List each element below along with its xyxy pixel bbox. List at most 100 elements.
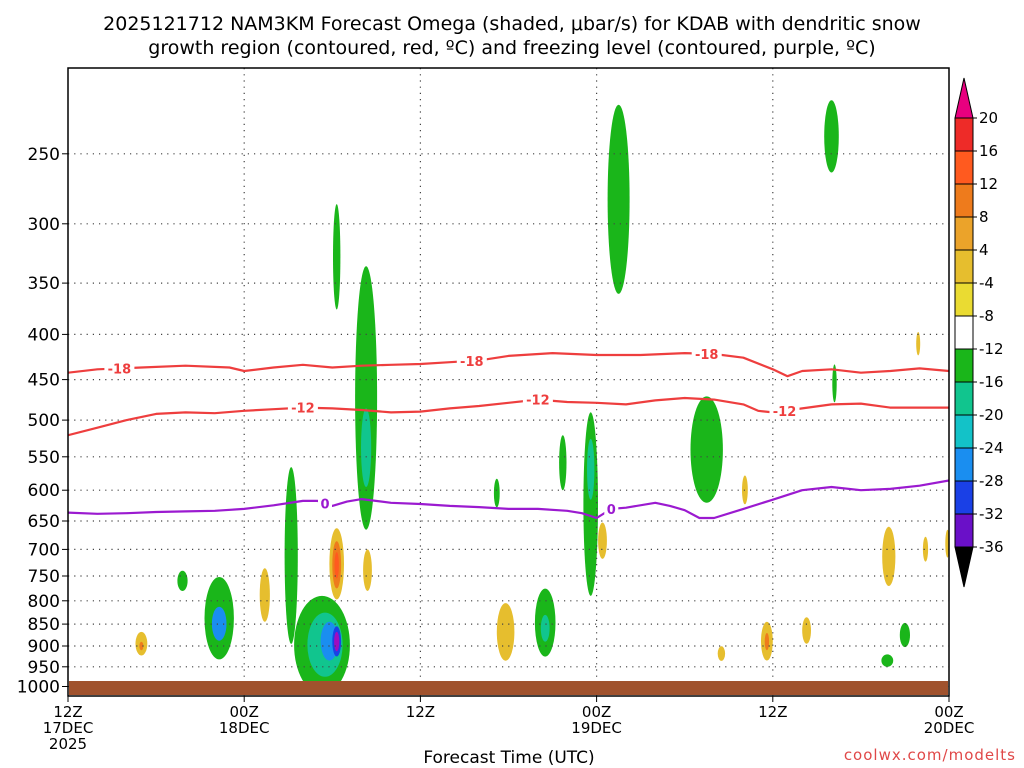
y-axis: 2503003504004505005506006507007508008509…	[17, 145, 68, 698]
colorbar-swatch	[954, 513, 974, 548]
y-tick-label: 1000	[17, 678, 60, 698]
y-tick-label: 750	[28, 567, 60, 587]
chart-title-line-2: growth region (contoured, red, ºC) and f…	[148, 37, 875, 59]
omega-region-8	[802, 617, 811, 644]
omega-region--8	[559, 435, 567, 491]
contour-label--18: -18	[108, 362, 132, 377]
y-tick-label: 300	[28, 215, 60, 235]
colorbar-label: -16	[979, 373, 1004, 391]
x-tick-label: 17DEC	[43, 719, 94, 737]
colorbar-label: -8	[979, 307, 994, 325]
omega-region--8	[824, 100, 839, 173]
x-tick-label: 19DEC	[571, 719, 622, 737]
colorbar-label: -4	[979, 274, 994, 292]
colorbar-label: 16	[979, 142, 998, 160]
temperature-contours: -18 -18 -18 -12 -12 -12 0 0	[68, 346, 949, 520]
x-tick-label: 18DEC	[219, 719, 270, 737]
omega-region--16	[211, 606, 227, 641]
colorbar-label: -12	[979, 340, 1004, 358]
omega-shading	[135, 100, 949, 695]
omega-region-16	[334, 552, 339, 579]
y-tick-label: 500	[28, 411, 60, 431]
y-tick-label: 600	[28, 481, 60, 501]
contour-label-bg	[456, 353, 487, 368]
omega-region-12	[764, 633, 770, 651]
colorbar-label: -32	[979, 505, 1004, 523]
y-tick-label: 700	[28, 540, 60, 560]
plot-frame	[67, 67, 950, 697]
colorbar-label: 12	[979, 175, 998, 193]
omega-region-8	[496, 603, 515, 661]
omega-region--8	[690, 396, 723, 503]
chart-title-line-1: 2025121712 NAM3KM Forecast Omega (shaded…	[103, 13, 921, 35]
y-tick-label: 850	[28, 615, 60, 635]
colorbar-label: -20	[979, 406, 1004, 424]
omega-region--8	[493, 478, 500, 508]
colorbar-label: 8	[979, 208, 989, 226]
contour-label-bg	[691, 346, 722, 361]
contour-label-bg	[287, 400, 318, 415]
colorbar-swatch	[954, 348, 974, 383]
x-tick-label: 12Z	[406, 703, 435, 721]
y-tick-label: 650	[28, 512, 60, 532]
contour-label-0: 0	[320, 497, 329, 512]
omega-region--8	[284, 467, 298, 644]
colorbar-label: -36	[979, 538, 1004, 556]
omega-region-12	[139, 641, 144, 651]
contour-label--12: -12	[291, 402, 315, 417]
omega-region--8	[355, 266, 378, 530]
x-tick-label: 00Z	[934, 703, 963, 721]
y-tick-label: 550	[28, 448, 60, 468]
contour-label-bg	[769, 403, 800, 418]
contour-label-0: 0	[607, 503, 616, 518]
contour-label-bg	[522, 392, 553, 407]
colorbar-swatch	[954, 480, 974, 515]
omega-region-8	[363, 549, 372, 591]
y-tick-label: 800	[28, 592, 60, 612]
contour-label--12: -12	[773, 405, 797, 420]
contour-label-bg	[604, 501, 619, 516]
contour-label--18: -18	[460, 355, 484, 370]
omega-region-8	[882, 526, 896, 587]
omega-region--8	[333, 204, 341, 310]
contour-line--18	[68, 352, 949, 378]
omega-region--8	[607, 104, 630, 294]
terrain-surface	[69, 681, 948, 695]
y-tick-label: 900	[28, 637, 60, 657]
colorbar: 20 16 12 8 4 -4 -8 -12 -16 -20 -24 -28 -32 -36	[954, 77, 1004, 588]
colorbar-label: -28	[979, 472, 1004, 490]
contour-label--12: -12	[526, 394, 550, 409]
omega-region--12	[587, 438, 595, 500]
colorbar-swatch	[954, 381, 974, 416]
contour-label-bg	[104, 361, 135, 376]
y-tick-label: 950	[28, 658, 60, 678]
y-tick-label: 250	[28, 145, 60, 165]
x-tick-label: 12Z	[53, 703, 82, 721]
colorbar-label: -24	[979, 439, 1004, 457]
colorbar-swatch	[954, 117, 974, 152]
omega-region--8	[899, 622, 911, 648]
colorbar-swatch	[954, 150, 974, 185]
omega-region--12	[361, 408, 372, 488]
omega-region-8	[598, 522, 607, 559]
omega-region--8	[832, 364, 837, 403]
x-tick-label: 12Z	[758, 703, 787, 721]
colorbar-label: 20	[979, 109, 998, 127]
x-axis-title: Forecast Time (UTC)	[423, 748, 594, 768]
grid-lines	[68, 68, 949, 696]
contour-label--18: -18	[695, 348, 719, 363]
colorbar-swatch	[954, 249, 974, 284]
omega-region--8	[881, 654, 894, 667]
contour-line-0	[68, 479, 949, 520]
x-tick-label: 00Z	[582, 703, 611, 721]
colorbar-swatch	[954, 183, 974, 218]
colorbar-swatch	[954, 414, 974, 449]
x-tick-label: 2025	[49, 735, 87, 753]
colorbar-swatch	[954, 315, 974, 350]
x-tick-label: 20DEC	[924, 719, 975, 737]
contour-label-bg	[318, 496, 332, 511]
omega-region--8	[177, 570, 188, 592]
omega-region-8	[717, 646, 726, 661]
